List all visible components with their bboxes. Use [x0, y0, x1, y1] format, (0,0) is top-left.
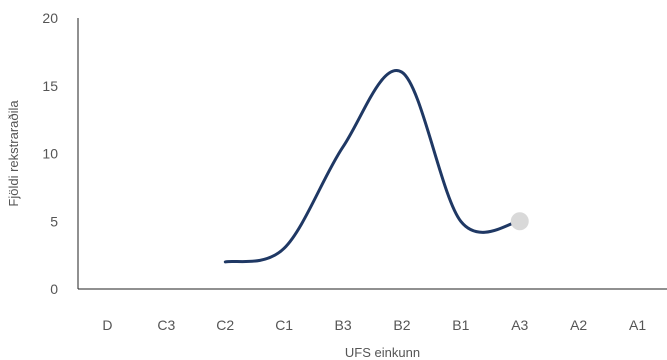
x-tick-label: A2	[570, 317, 587, 333]
y-axis-title: Fjöldi rekstraraðila	[6, 100, 21, 207]
x-tick-label: C2	[216, 317, 234, 333]
series-end-marker	[510, 212, 529, 231]
x-tick-label: B2	[393, 317, 410, 333]
x-tick-labels: D C3 C2 C1 B3 B2 B1 A3 A2 A1	[102, 317, 646, 333]
x-tick-label: C3	[157, 317, 175, 333]
x-tick-label: A3	[511, 317, 528, 333]
x-tick-label: C1	[275, 317, 293, 333]
series-line	[223, 69, 522, 264]
y-tick-labels: 0 5 10 15 20	[42, 10, 58, 297]
x-tick-label: A1	[629, 317, 646, 333]
x-tick-label: B1	[452, 317, 469, 333]
y-tick-label: 5	[50, 213, 58, 229]
y-tick-label: 20	[42, 10, 58, 26]
y-tick-label: 15	[42, 78, 58, 94]
x-axis-title: UFS einkunn	[345, 345, 420, 360]
y-tick-label: 10	[42, 146, 58, 162]
y-tick-label: 0	[50, 281, 58, 297]
x-tick-label: D	[102, 317, 112, 333]
x-tick-label: B3	[334, 317, 351, 333]
